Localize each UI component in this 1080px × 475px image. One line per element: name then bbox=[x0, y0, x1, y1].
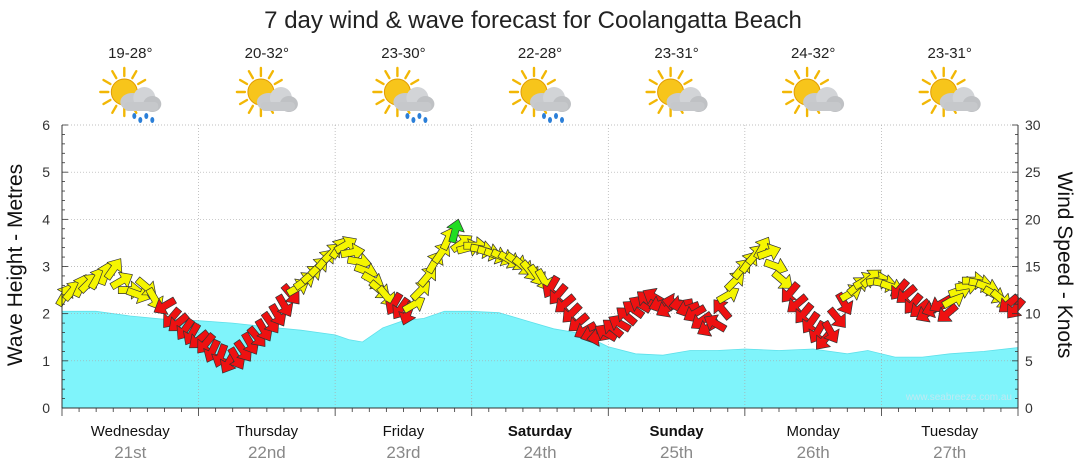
wind-arrow bbox=[821, 320, 840, 344]
day-temperature: 23-31° bbox=[928, 45, 972, 62]
wind-arrow bbox=[756, 243, 782, 261]
day-date: 23rd bbox=[386, 443, 420, 462]
day-name: Monday bbox=[786, 423, 840, 440]
raindrop bbox=[144, 113, 149, 119]
day-name: Thursday bbox=[236, 423, 299, 440]
day-labels: Wednesday 21st Thursday 22nd Friday 23rd Satur… bbox=[91, 423, 979, 462]
wind-arrow bbox=[446, 218, 465, 244]
right-axis-label: Wind Speed - Knots bbox=[1053, 172, 1076, 359]
sun-cloud-rain-icon bbox=[99, 66, 162, 123]
day-name: Tuesday bbox=[921, 423, 978, 440]
day-date: 21st bbox=[114, 443, 146, 462]
sun-cloud-icon bbox=[235, 66, 298, 118]
credit-watermark: www.seabreeze.com.au bbox=[905, 392, 1012, 403]
sun-cloud-icon bbox=[645, 66, 708, 118]
raindrop bbox=[560, 117, 564, 123]
wind-arrow bbox=[781, 281, 801, 303]
day-temperature: 20-32° bbox=[245, 45, 289, 62]
sun-cloud-icon bbox=[781, 66, 845, 118]
left-tick-label: 5 bbox=[42, 164, 50, 180]
right-tick-label: 15 bbox=[1025, 259, 1041, 275]
weather-icon-row bbox=[99, 66, 981, 123]
wind-arrow bbox=[1007, 297, 1027, 319]
wave-height-area bbox=[61, 310, 1019, 409]
day-date: 22nd bbox=[248, 443, 286, 462]
wind-arrow bbox=[409, 281, 431, 302]
wind-arrow bbox=[376, 284, 396, 307]
day-temperature: 23-31° bbox=[654, 45, 698, 62]
raindrop bbox=[417, 113, 422, 119]
wind-arrow bbox=[771, 269, 793, 289]
left-tick-label: 4 bbox=[42, 211, 50, 227]
axes: 0 1 2 3 4 5 6 0 5 10 15 20 25 30 bbox=[42, 117, 1041, 416]
wave-height-series bbox=[61, 310, 1019, 409]
wind-arrow bbox=[826, 306, 846, 328]
wind-arrow bbox=[713, 299, 733, 321]
wind-arrow bbox=[103, 258, 123, 281]
day-temperature: 22-28° bbox=[518, 45, 562, 62]
wind-arrow bbox=[835, 291, 854, 315]
right-tick-label: 25 bbox=[1025, 164, 1041, 180]
day-temperature: 24-32° bbox=[791, 45, 835, 62]
wind-arrow bbox=[704, 314, 728, 333]
sun-cloud-icon bbox=[918, 66, 981, 118]
day-date: 25th bbox=[660, 443, 693, 462]
raindrop bbox=[542, 113, 546, 119]
temperature-row: 19-28° 20-32° 23-30° 22-28° 23-31° 24-32° 23-3… bbox=[108, 45, 972, 62]
left-axis-label: Wave Height - Metres bbox=[4, 164, 27, 366]
day-name: Friday bbox=[383, 423, 425, 440]
sun-cloud-rain-icon bbox=[372, 66, 435, 123]
right-tick-label: 5 bbox=[1025, 353, 1033, 369]
day-temperature: 23-30° bbox=[381, 45, 425, 62]
left-tick-label: 0 bbox=[42, 400, 50, 416]
wind-speed-series bbox=[55, 218, 1027, 374]
raindrop bbox=[423, 117, 428, 123]
sun-cloud-rain-icon bbox=[508, 66, 571, 123]
right-tick-label: 10 bbox=[1025, 306, 1041, 322]
day-name: Saturday bbox=[508, 423, 573, 440]
day-name: Wednesday bbox=[91, 423, 170, 440]
chart-title: 7 day wind & wave forecast for Coolangat… bbox=[264, 7, 802, 34]
raindrop bbox=[405, 113, 410, 119]
day-date: 27th bbox=[933, 443, 966, 462]
right-tick-label: 20 bbox=[1025, 211, 1041, 227]
wind-arrow bbox=[937, 302, 959, 322]
day-date: 24th bbox=[523, 443, 556, 462]
day-date: 26th bbox=[797, 443, 830, 462]
raindrop bbox=[554, 113, 558, 119]
right-tick-label: 30 bbox=[1025, 117, 1041, 133]
raindrop bbox=[132, 113, 137, 119]
raindrop bbox=[548, 117, 552, 123]
raindrop bbox=[138, 117, 143, 123]
left-tick-label: 1 bbox=[42, 353, 50, 369]
raindrop bbox=[150, 117, 155, 123]
left-tick-label: 3 bbox=[42, 259, 50, 275]
left-tick-label: 6 bbox=[42, 117, 50, 133]
day-name: Sunday bbox=[649, 423, 704, 440]
left-tick-label: 2 bbox=[42, 306, 50, 322]
wind-arrow bbox=[153, 296, 177, 315]
right-tick-label: 0 bbox=[1025, 400, 1033, 416]
raindrop bbox=[411, 117, 416, 123]
day-temperature: 19-28° bbox=[108, 45, 152, 62]
